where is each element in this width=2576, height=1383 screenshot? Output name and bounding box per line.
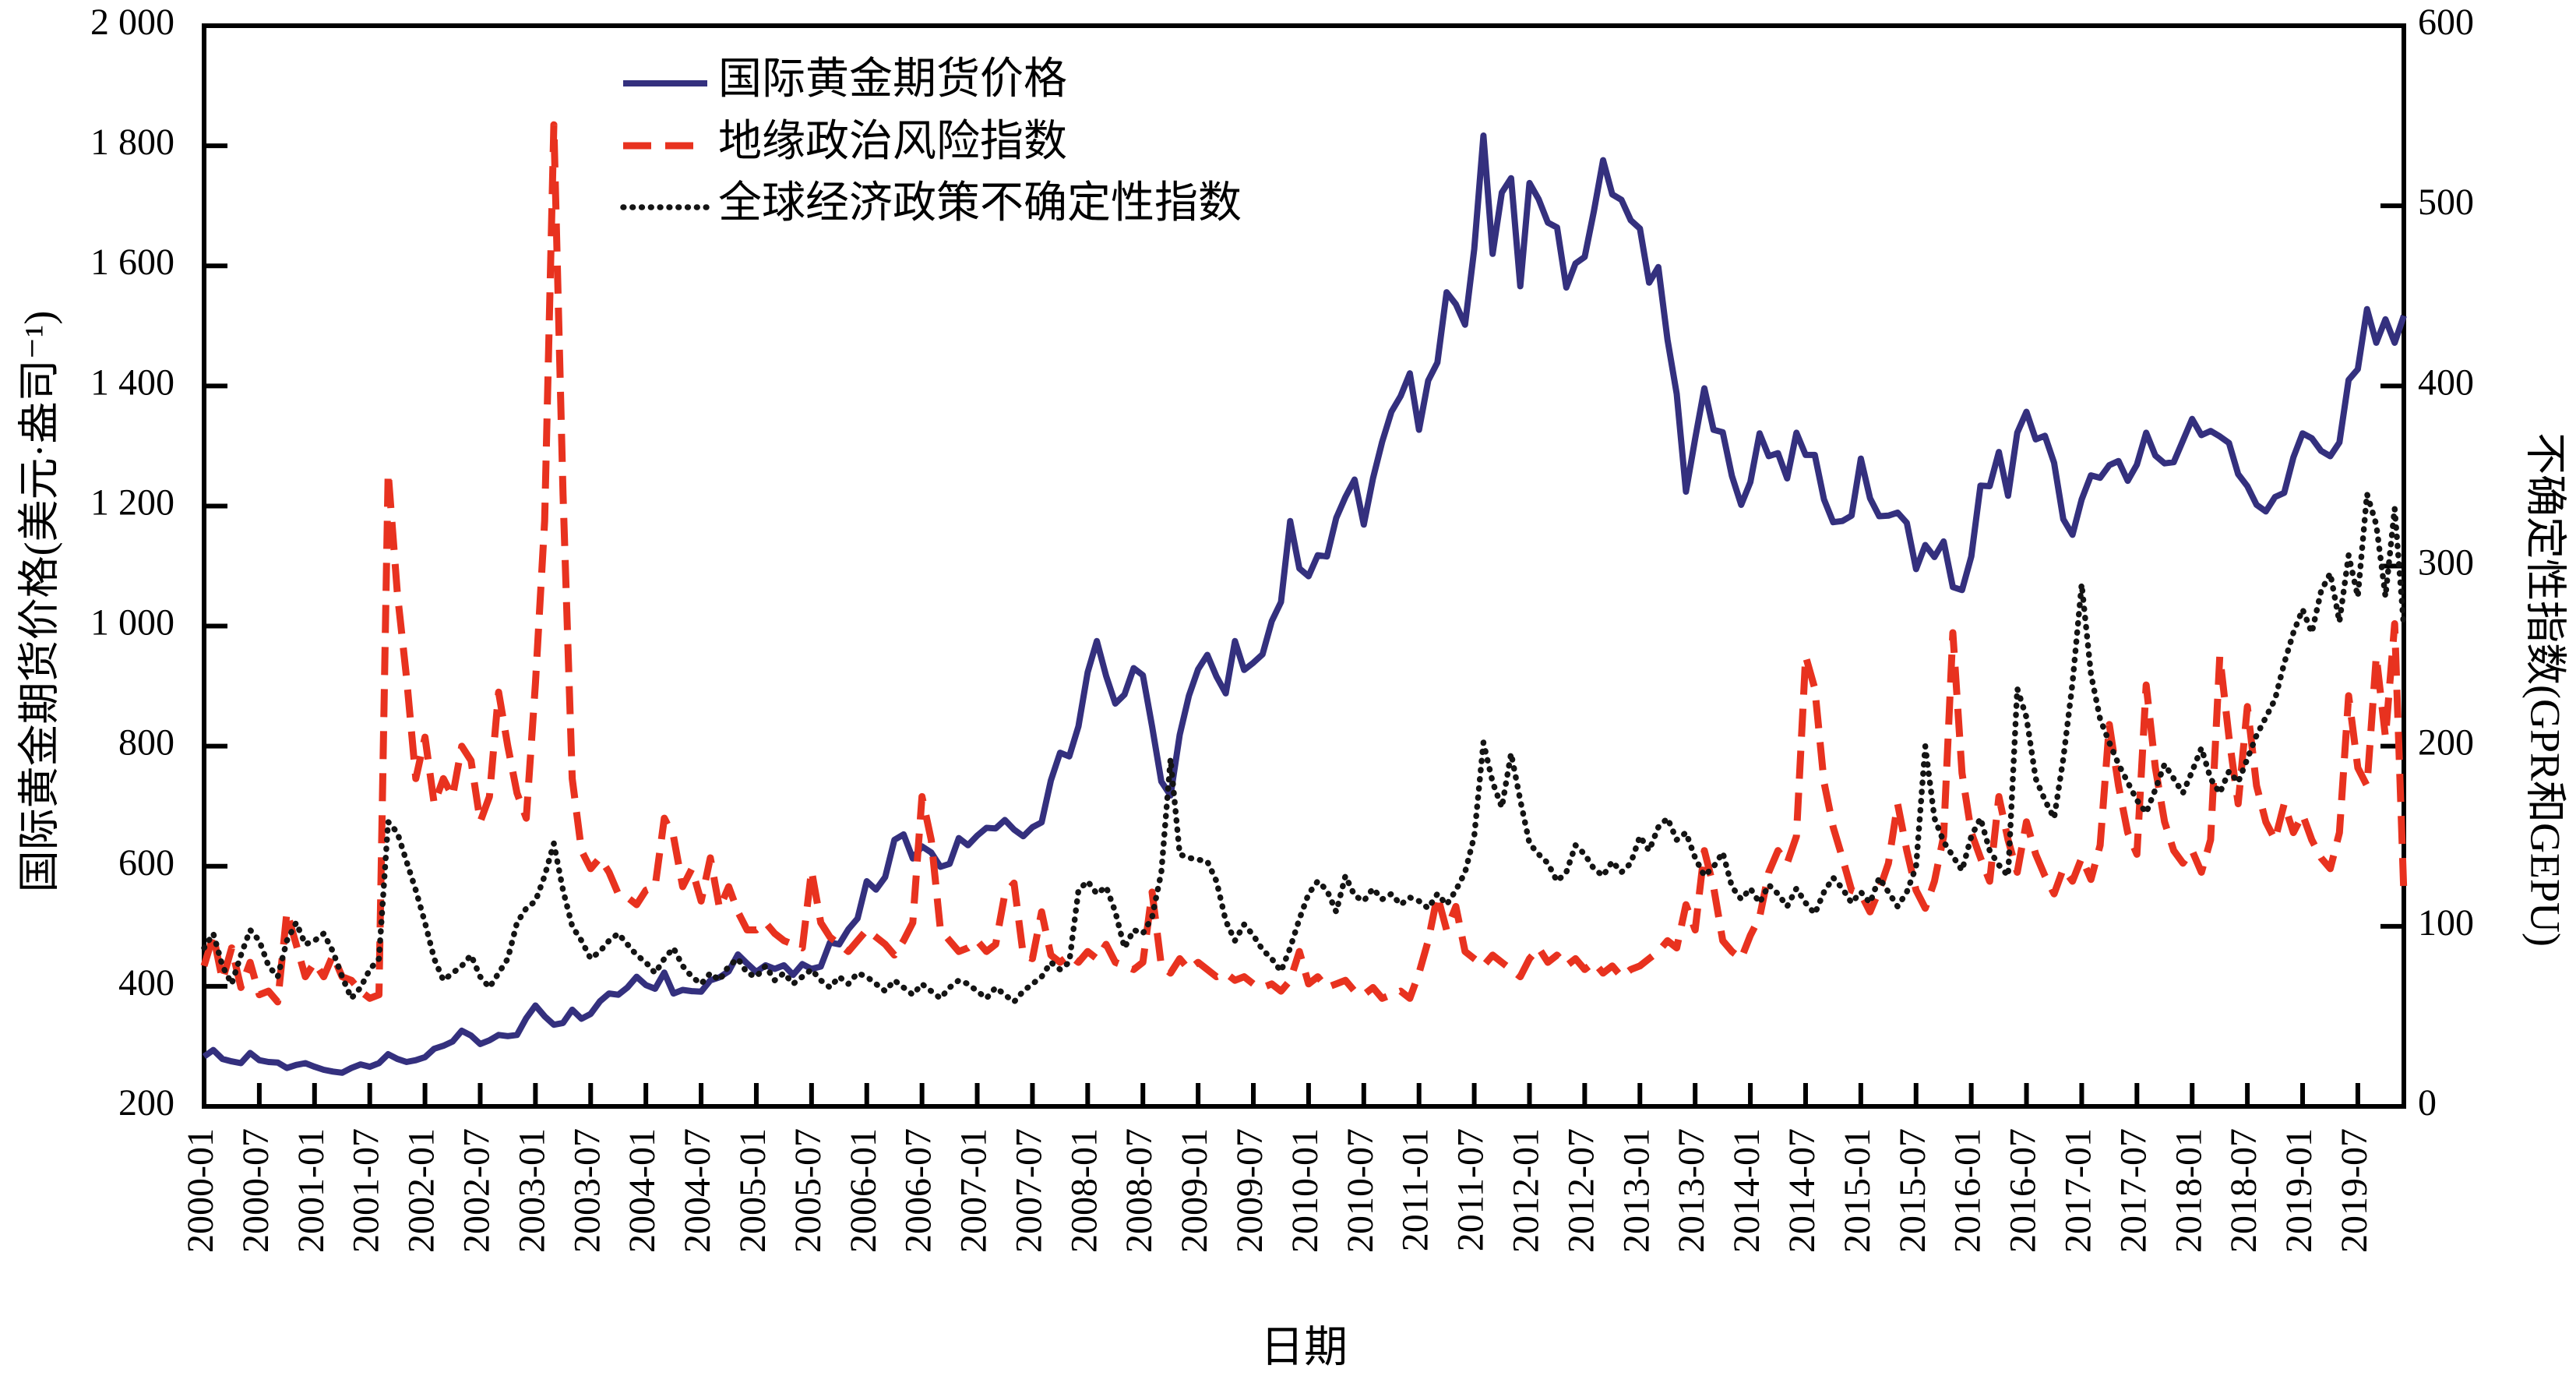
x-axis-tick-label: 2001-01 <box>291 1128 332 1253</box>
x-axis-tick-label: 2010-07 <box>1340 1128 1381 1253</box>
x-axis-tick-label: 2008-01 <box>1063 1128 1105 1253</box>
x-axis-tick-label: 2008-07 <box>1119 1128 1160 1253</box>
x-axis-tick-label: 2019-07 <box>2334 1128 2375 1253</box>
left-axis-tick-label: 2 000 <box>90 2 174 43</box>
x-axis-tick-label: 2014-01 <box>1726 1128 1767 1253</box>
right-axis-tick-label: 300 <box>2418 542 2474 584</box>
x-axis-tick-label: 2015-07 <box>1892 1128 1933 1253</box>
x-axis-tick-label: 2007-01 <box>953 1128 995 1253</box>
x-axis-tick-label: 2013-07 <box>1671 1128 1712 1253</box>
x-axis-tick-label: 2007-07 <box>1008 1128 1049 1253</box>
left-axis-tick-label: 600 <box>118 842 174 884</box>
left-axis-tick-label: 1 200 <box>90 482 174 523</box>
x-axis-tick-label: 2018-01 <box>2168 1128 2209 1253</box>
right-axis-tick-label: 0 <box>2418 1082 2437 1124</box>
x-axis-tick-label: 2010-01 <box>1284 1128 1326 1253</box>
left-axis-tick-label: 800 <box>118 722 174 764</box>
left-axis-tick-label: 1 600 <box>90 242 174 283</box>
x-axis-tick-label: 2019-01 <box>2278 1128 2320 1253</box>
x-axis-tick-label: 2018-07 <box>2223 1128 2264 1253</box>
x-axis-tick-label: 2017-01 <box>2057 1128 2099 1253</box>
x-axis-tick-label: 2005-07 <box>788 1128 829 1253</box>
left-axis-tick-label: 1 800 <box>90 122 174 163</box>
right-axis-tick-label: 600 <box>2418 2 2474 43</box>
left-axis-title: 国际黄金期货价格(美元·盎司⁻¹) <box>16 311 62 893</box>
left-axis-tick-label: 1 000 <box>90 602 174 644</box>
left-axis-tick-label: 400 <box>118 962 174 1004</box>
x-axis-tick-label: 2017-07 <box>2113 1128 2154 1253</box>
x-axis-tick-label: 2001-07 <box>346 1128 387 1253</box>
x-axis-tick-label: 2000-07 <box>235 1128 277 1253</box>
right-axis-tick-label: 500 <box>2418 182 2474 223</box>
x-axis-tick-label: 2002-01 <box>401 1128 442 1253</box>
x-axis-tick-label: 2005-01 <box>732 1128 774 1253</box>
x-axis-tick-label: 2011-01 <box>1395 1128 1436 1251</box>
x-axis-title: 日期 <box>1260 1324 1348 1372</box>
x-axis-tick-label: 2000-01 <box>180 1128 221 1253</box>
legend-label: 全球经济政策不确定性指数 <box>718 179 1242 228</box>
x-axis-tick-label: 2003-07 <box>566 1128 608 1253</box>
series-line-1-dashed <box>200 121 2408 1006</box>
series-line-0-solid <box>202 132 2407 1076</box>
x-axis-tick-label: 2009-07 <box>1229 1128 1270 1253</box>
right-axis-tick-label: 400 <box>2418 362 2474 403</box>
x-axis-tick-label: 2003-01 <box>511 1128 552 1253</box>
x-axis-tick-label: 2013-01 <box>1616 1128 1657 1253</box>
x-axis-tick-label: 2004-07 <box>677 1128 718 1253</box>
left-axis-tick-label: 1 400 <box>90 362 174 403</box>
x-axis-tick-label: 2006-01 <box>843 1128 884 1253</box>
right-axis-title: 不确定性指数(GPR和GEPU) <box>2522 432 2569 947</box>
right-axis-tick-label: 200 <box>2418 722 2474 764</box>
x-axis-tick-label: 2016-01 <box>1947 1128 1989 1253</box>
left-axis-tick-label: 200 <box>118 1082 174 1124</box>
x-axis-tick-label: 2009-01 <box>1174 1128 1215 1253</box>
x-axis-tick-label: 2002-07 <box>456 1128 497 1253</box>
legend-label: 地缘政治风险指数 <box>718 118 1067 166</box>
x-axis-tick-label: 2016-07 <box>2003 1128 2044 1253</box>
x-axis-tick-label: 2014-07 <box>1781 1128 1823 1253</box>
x-axis-tick-label: 2015-01 <box>1837 1128 1878 1253</box>
legend-label: 国际黄金期货价格 <box>718 55 1067 104</box>
x-axis-tick-label: 2004-01 <box>622 1128 663 1253</box>
x-axis-tick-label: 2012-07 <box>1560 1128 1602 1253</box>
series-line-2-dotted <box>201 491 2407 1005</box>
x-axis-tick-label: 2006-07 <box>898 1128 939 1253</box>
right-axis-tick-label: 100 <box>2418 902 2474 944</box>
x-axis-tick-label: 2011-07 <box>1450 1128 1492 1251</box>
x-axis-tick-label: 2012-01 <box>1506 1128 1547 1253</box>
